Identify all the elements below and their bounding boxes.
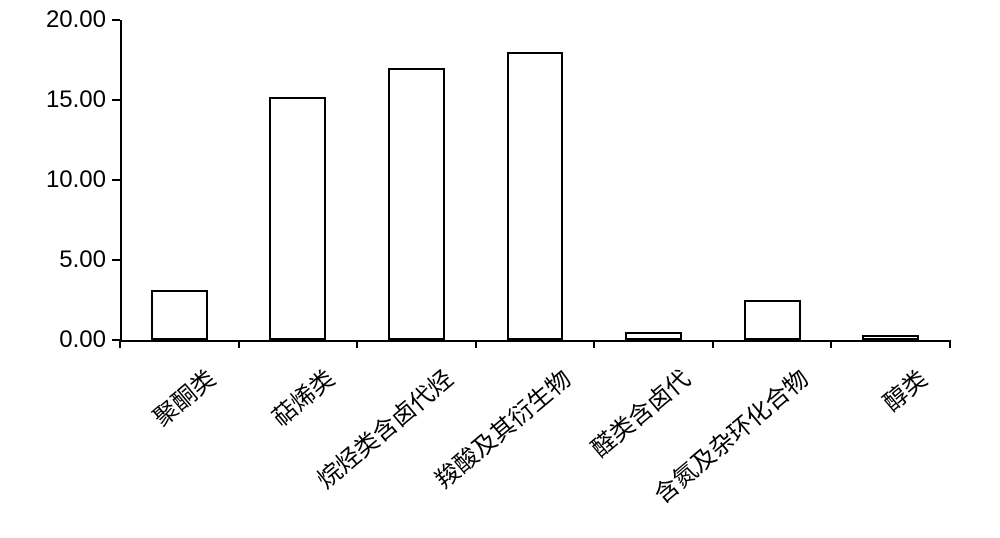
y-tick [112,259,120,261]
x-axis [120,340,950,342]
bar [625,332,682,340]
x-category-label: 萜烯类 [263,360,341,433]
x-category-label: 醛类含卤代 [582,360,696,464]
x-tick [830,340,832,348]
y-tick-label: 0.00 [0,326,106,354]
y-tick-label: 10.00 [0,166,106,194]
x-tick [238,340,240,348]
bar [388,68,445,340]
x-tick [356,340,358,348]
bar [744,300,801,340]
y-axis [120,20,122,340]
x-tick [712,340,714,348]
y-tick-label: 20.00 [0,6,106,34]
y-tick-label: 15.00 [0,86,106,114]
x-tick [475,340,477,348]
y-tick [112,99,120,101]
x-tick [949,340,951,348]
y-tick [112,19,120,21]
bar [269,97,326,340]
x-tick [593,340,595,348]
bar-chart: 0.005.0010.0015.0020.00聚酮类萜烯类烷烃类含卤代烃羧酸及其… [0,0,1000,538]
y-tick-label: 5.00 [0,246,106,274]
x-category-label: 醇类 [874,360,933,418]
bar [862,335,919,340]
bar [507,52,564,340]
y-tick [112,179,120,181]
x-category-label: 聚酮类 [144,360,222,433]
x-tick [119,340,121,348]
bar [151,290,208,340]
